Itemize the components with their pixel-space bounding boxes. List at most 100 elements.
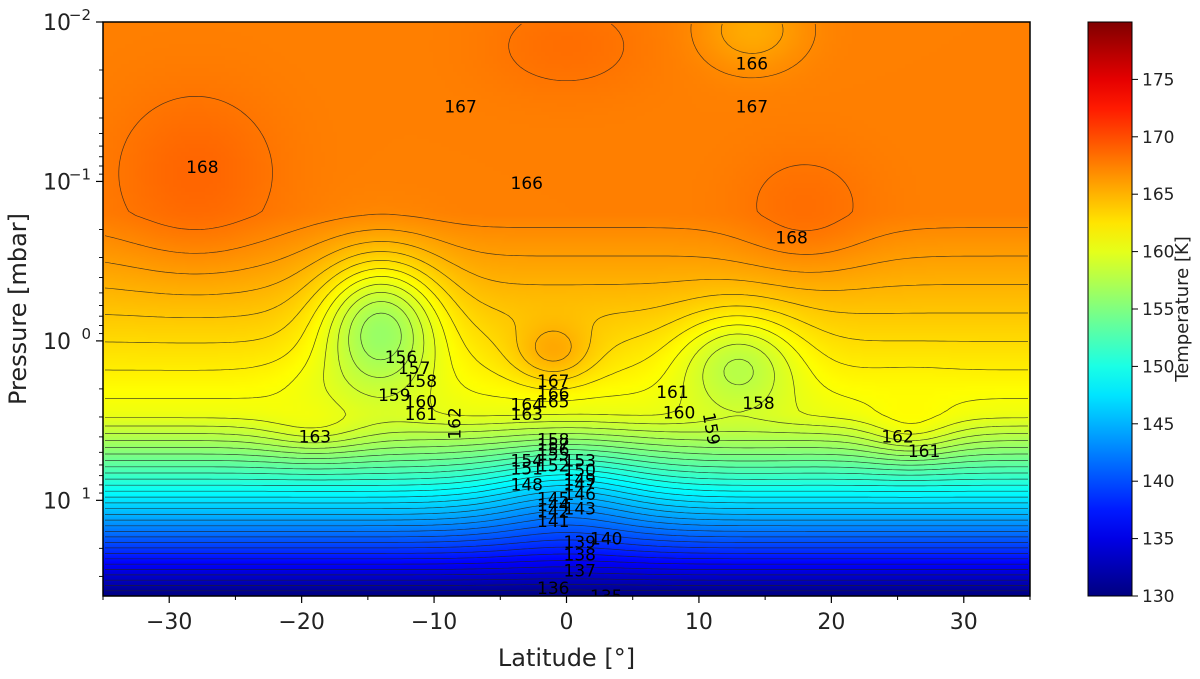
y-tick-label-base: 10 <box>43 170 71 195</box>
isotherm-156 <box>105 438 1028 457</box>
isotherm-151 <box>105 464 1028 481</box>
colorbar-tick-label: 145 <box>1142 415 1174 435</box>
isotherm-168 <box>118 23 854 232</box>
contour-label: 163 <box>511 405 543 425</box>
isotherm-145 <box>105 496 1028 515</box>
isotherm-162 <box>105 268 1028 391</box>
y-tick-label-base: 10 <box>43 489 71 514</box>
isotherm-150 <box>105 469 1028 487</box>
x-tick-label: 10 <box>685 610 713 635</box>
y-tick-label-exponent: 1 <box>81 484 91 502</box>
contour-label: 143 <box>564 499 596 519</box>
contour-label: 147 <box>564 475 596 495</box>
contour-label: 140 <box>590 530 622 550</box>
isotherm-147 <box>105 485 1028 504</box>
contour-label: 138 <box>564 546 596 566</box>
colorbar-tick-label: 130 <box>1142 587 1174 607</box>
isotherm-160 <box>105 283 1029 435</box>
isotherm-154 <box>105 449 1028 466</box>
contour-label: 167 <box>537 372 569 392</box>
isotherm-161 <box>105 276 1028 424</box>
isotherm-157 <box>105 312 1028 452</box>
isotherm-139 <box>105 539 1028 549</box>
contour-label: 151 <box>511 459 543 479</box>
contour-label: 157 <box>398 359 430 379</box>
contour-label: 152 <box>537 456 569 476</box>
x-tick-label: −20 <box>278 610 324 635</box>
contour-label: 161 <box>908 442 940 462</box>
isotherm-138 <box>105 546 1028 554</box>
contour-label: 160 <box>663 404 695 424</box>
contour-label: 135 <box>590 587 622 607</box>
isotherm-158 <box>105 301 1028 447</box>
isotherm-135 <box>105 566 1028 570</box>
contour-label: 136 <box>537 579 569 599</box>
contour-label: 158 <box>742 394 774 414</box>
contour-label: 168 <box>775 228 807 248</box>
isotherm-134 <box>105 572 1028 576</box>
contour-label: 154 <box>511 451 543 471</box>
contour-label: 162 <box>881 428 913 448</box>
isotherm-131 <box>105 589 1028 592</box>
isotherm-133 <box>105 578 1028 581</box>
colorbar-gradient <box>1087 21 1133 597</box>
isotherm-137 <box>105 553 1028 560</box>
colorbar-tick-label: 165 <box>1142 185 1174 205</box>
colorbar-ticks: 130 135 140 145 150 155 160 165 170 175 <box>1132 70 1174 607</box>
x-tick-label: 30 <box>950 610 978 635</box>
contour-label: 145 <box>537 490 569 510</box>
colorbar-label: Temperature [K] <box>1172 236 1193 383</box>
isotherm-136 <box>105 560 1028 565</box>
isotherm-163 <box>104 260 1028 381</box>
contour-label: 144 <box>537 496 569 516</box>
isotherm-143 <box>105 510 1028 527</box>
colorbar-tick-label: 170 <box>1142 128 1174 148</box>
isotherm-164 <box>104 251 1028 372</box>
temperature-field <box>103 22 1030 596</box>
isotherm-144 <box>105 503 1028 521</box>
contour-label: 167 <box>736 98 768 118</box>
contour-label: 166 <box>736 54 768 74</box>
x-axis-label: Latitude [°] <box>498 644 635 672</box>
colorbar-tick-label: 150 <box>1142 357 1174 377</box>
isotherm-159 <box>105 292 1028 442</box>
x-tick-label: 20 <box>817 610 845 635</box>
isotherm-141 <box>105 524 1028 538</box>
contour-label: 164 <box>511 396 543 416</box>
isotherm-142 <box>105 517 1028 532</box>
x-tick-label: 0 <box>560 610 574 635</box>
isotherm-149 <box>105 474 1028 492</box>
contour-label: 141 <box>537 512 569 532</box>
contour-label: 167 <box>444 98 476 118</box>
contour-label: 139 <box>564 533 596 553</box>
isotherm-140 <box>105 532 1028 543</box>
contour-label: 149 <box>564 471 596 491</box>
colorbar-tick-label: 160 <box>1142 243 1174 263</box>
x-tick-label: −10 <box>411 610 457 635</box>
contour-label: 159 <box>378 386 410 406</box>
isotherm-166 <box>104 23 1028 275</box>
x-tick-label: −30 <box>146 610 192 635</box>
colorbar-tick-label: 175 <box>1142 70 1174 90</box>
contour-label: 157 <box>537 436 569 456</box>
contour-label: 142 <box>537 502 569 522</box>
contour-label: 165 <box>537 392 569 412</box>
isotherm-148 <box>105 479 1028 498</box>
colorbar-tick-label: 140 <box>1142 472 1174 492</box>
y-tick-label-exponent: −1 <box>69 165 91 183</box>
y-axis-label: Pressure [mbar] <box>4 213 32 405</box>
y-tick-label-base: 10 <box>43 330 71 355</box>
isotherm-153 <box>105 454 1028 471</box>
contour-label: 163 <box>299 428 331 448</box>
contour-label: 156 <box>537 440 569 460</box>
contour-label: 158 <box>405 372 437 392</box>
isotherm-155 <box>105 444 1028 461</box>
y-tick-label-exponent: −2 <box>69 6 91 24</box>
x-axis: −30 −20 −10 0 10 20 30 <box>102 596 1031 635</box>
contour-label: 161 <box>656 383 688 403</box>
contour-label: 137 <box>564 561 596 581</box>
contour-label: 153 <box>564 451 596 471</box>
isotherm-167 <box>104 23 1028 255</box>
